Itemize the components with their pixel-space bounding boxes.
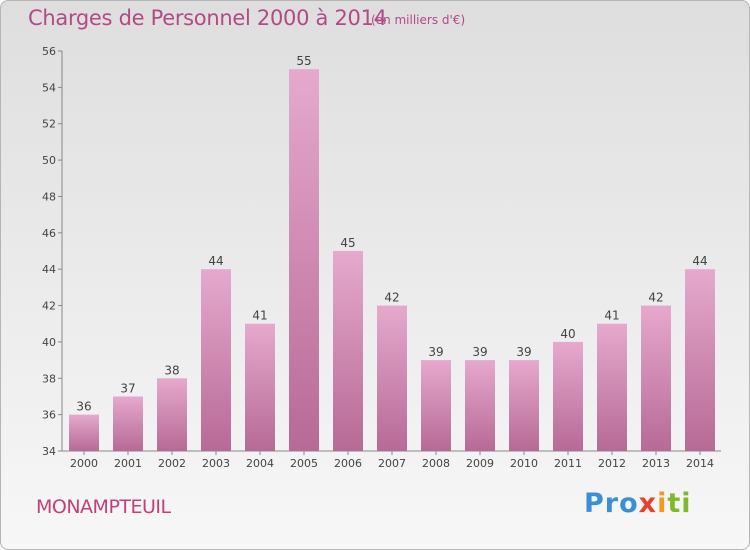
y-tick-label: 48 (42, 190, 56, 203)
data-label: 44 (208, 254, 223, 268)
data-label: 37 (120, 381, 135, 395)
x-tick-label: 2001 (114, 457, 142, 470)
data-label: 42 (648, 291, 663, 305)
data-label: 42 (384, 291, 399, 305)
bar (597, 323, 627, 451)
bar (421, 360, 451, 451)
x-tick-label: 2003 (202, 457, 230, 470)
bar (289, 69, 319, 451)
x-tick-label: 2012 (598, 457, 626, 470)
x-tick-label: 2008 (422, 457, 450, 470)
bar (509, 360, 539, 451)
data-label: 45 (340, 236, 355, 250)
x-tick-label: 2005 (290, 457, 318, 470)
x-tick-label: 2000 (70, 457, 98, 470)
y-tick-label: 40 (42, 336, 56, 349)
data-label: 41 (252, 309, 267, 323)
bar (641, 305, 671, 451)
data-label: 55 (296, 54, 311, 68)
bar (333, 251, 363, 451)
data-label: 40 (560, 327, 575, 341)
y-tick-label: 36 (42, 409, 56, 422)
bar (685, 269, 715, 451)
y-tick-label: 38 (42, 372, 56, 385)
data-label: 39 (428, 345, 443, 359)
y-tick-label: 54 (42, 81, 56, 94)
bar (377, 305, 407, 451)
data-label: 36 (76, 400, 91, 414)
x-tick-label: 2009 (466, 457, 494, 470)
x-tick-label: 2010 (510, 457, 538, 470)
x-tick-label: 2007 (378, 457, 406, 470)
x-tick-label: 2006 (334, 457, 362, 470)
x-tick-label: 2004 (246, 457, 274, 470)
y-tick-label: 50 (42, 154, 56, 167)
x-tick-label: 2013 (642, 457, 670, 470)
data-label: 39 (516, 345, 531, 359)
chart-subtitle: (en milliers d'€) (371, 13, 466, 27)
y-tick-label: 34 (42, 445, 56, 458)
y-tick-label: 56 (42, 45, 56, 58)
city-name: MONAMPTEUIL (36, 496, 171, 518)
bar (245, 323, 275, 451)
chart-title: Charges de Personnel 2000 à 2014 (28, 6, 387, 30)
y-tick-label: 52 (42, 118, 56, 131)
x-tick-label: 2014 (686, 457, 714, 470)
data-label: 44 (692, 254, 707, 268)
y-tick-label: 44 (42, 263, 56, 276)
data-label: 38 (164, 363, 179, 377)
x-tick-label: 2002 (158, 457, 186, 470)
data-label: 39 (472, 345, 487, 359)
bar (201, 269, 231, 451)
y-tick-label: 46 (42, 227, 56, 240)
bar (113, 396, 143, 451)
y-tick-label: 42 (42, 300, 56, 313)
proxiti-logo[interactable]: Proxiti (584, 488, 692, 519)
bar (553, 341, 583, 451)
data-label: 41 (604, 309, 619, 323)
bar (69, 414, 99, 451)
x-tick-label: 2011 (554, 457, 582, 470)
bar (465, 360, 495, 451)
bar (157, 378, 187, 451)
